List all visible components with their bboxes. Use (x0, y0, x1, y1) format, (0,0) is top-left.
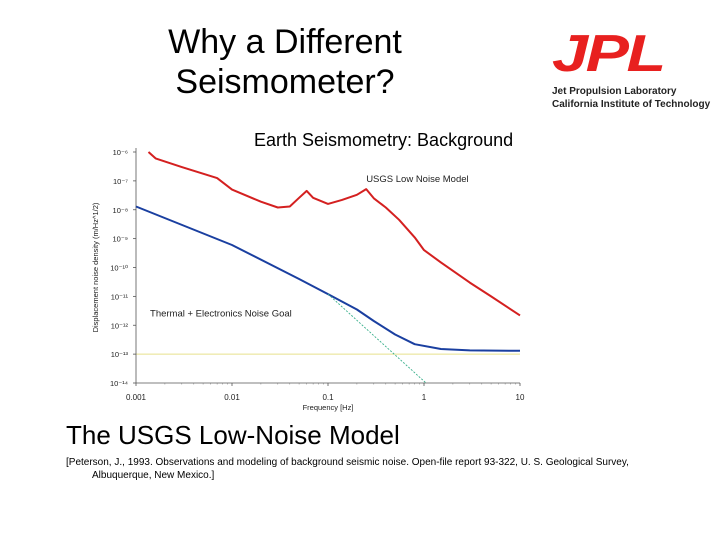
y-tick-label: 10⁻¹¹ (111, 292, 129, 301)
annotation-2: Thermal + Electronics Noise Goal (150, 309, 292, 320)
series-line-3 (327, 293, 427, 384)
jpl-logo-line2: California Institute of Technology (552, 99, 711, 110)
jpl-logo-mark: JPL (552, 25, 666, 83)
series-line-1 (147, 151, 521, 317)
y-tick-label: 10⁻¹² (111, 321, 129, 330)
noise-chart: 0.001 0.01 0.1 1 10 10⁻⁶ 10⁻⁷ 10⁻⁸ 10⁻⁹ 10⁻¹⁰ 10⁻¹… (91, 148, 525, 412)
slide-subtitle: The USGS Low-Noise Model (66, 420, 400, 450)
x-tick-label: 1 (422, 393, 427, 402)
citation-line2: Albuquerque, New Mexico.] (92, 470, 215, 481)
x-tick-label: 10 (516, 393, 525, 402)
y-axis-label: Displacement noise density (m/Hz^1/2) (91, 202, 100, 332)
citation-line1: [Peterson, J., 1993. Observations and mo… (66, 457, 629, 468)
series-line-2 (135, 205, 521, 352)
chart-labels: Frequency [Hz] Displacement noise density… (91, 174, 469, 412)
y-tick-label: 10⁻¹⁰ (110, 264, 128, 273)
jpl-logo: JPL Jet Propulsion Laboratory California… (548, 25, 710, 118)
y-tick-label: 10⁻⁷ (113, 177, 128, 186)
annotation-1: USGS Low Noise Model (366, 174, 468, 185)
y-tick-label: 10⁻⁸ (113, 206, 128, 215)
x-tick-label: 0.001 (126, 393, 147, 402)
slide-title-line2: Seismometer? (175, 63, 395, 101)
chart-series (135, 151, 521, 384)
slide-title: Why a Different Seismometer? (130, 22, 440, 102)
citation: [Peterson, J., 1993. Observations and mo… (66, 456, 666, 482)
y-tick-label: 10⁻⁶ (113, 148, 128, 157)
chart-title: Earth Seismometry: Background (254, 130, 514, 150)
jpl-logo-line1: Jet Propulsion Laboratory (552, 86, 677, 97)
chart-ticks: 0.001 0.01 0.1 1 10 10⁻⁶ 10⁻⁷ 10⁻⁸ 10⁻⁹ 10⁻¹⁰ 10⁻¹… (110, 148, 525, 402)
y-tick-label: 10⁻¹⁴ (110, 379, 128, 388)
x-axis-label: Frequency [Hz] (303, 403, 354, 412)
y-tick-label: 10⁻⁹ (112, 235, 128, 244)
slide-title-line1: Why a Different (168, 23, 402, 61)
y-tick-label: 10⁻¹³ (111, 350, 129, 359)
x-tick-label: 0.1 (322, 393, 334, 402)
x-tick-label: 0.01 (224, 393, 240, 402)
